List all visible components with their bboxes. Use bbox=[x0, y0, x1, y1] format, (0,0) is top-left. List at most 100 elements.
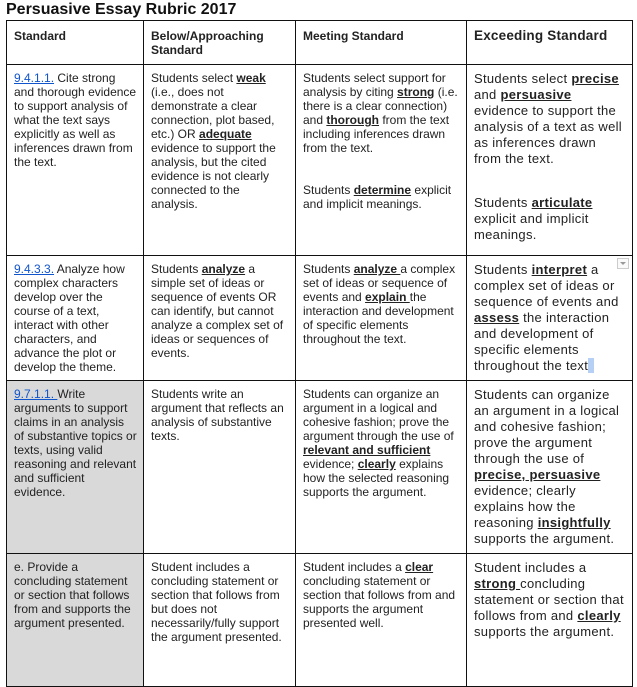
cell-paragraph: Students select weak (i.e., does not dem… bbox=[151, 71, 289, 211]
dropdown-arrow-icon[interactable] bbox=[617, 258, 629, 269]
emphasis-text: clearly bbox=[357, 457, 396, 471]
cell-text: and bbox=[474, 87, 501, 102]
emphasis-text: analyze bbox=[353, 262, 401, 276]
emphasis-text: articulate bbox=[531, 195, 593, 210]
cell-text: Analyze how complex characters develop o… bbox=[14, 262, 125, 374]
cell-paragraph: Student includes a concluding statement … bbox=[151, 560, 289, 644]
cell-standard[interactable]: 9.4.3.3. Analyze how complex characters … bbox=[6, 255, 144, 381]
header-row: Standard Below/Approaching Standard Meet… bbox=[6, 20, 633, 65]
cell-paragraph: Students can organize an argument in a l… bbox=[303, 387, 460, 499]
cell-text: Students bbox=[151, 262, 202, 276]
cell-text: a complex set of ideas or sequence of ev… bbox=[303, 262, 456, 304]
emphasis-text: precise bbox=[571, 71, 619, 86]
cell-text: Students select bbox=[151, 71, 237, 85]
cell-paragraph: Students analyze a complex set of ideas … bbox=[303, 262, 460, 346]
cell-text: the interaction and development of speci… bbox=[474, 310, 610, 373]
cell-text: Students bbox=[303, 262, 354, 276]
cell-text: e. Provide a concluding statement or sec… bbox=[14, 560, 131, 630]
header-below-approaching[interactable]: Below/Approaching Standard bbox=[143, 20, 296, 65]
cell-paragraph: Students select support for analysis by … bbox=[303, 71, 460, 155]
cell-exceeding[interactable]: Students can organize an argument in a l… bbox=[466, 380, 633, 554]
cell-text: (i.e., does not demonstrate a clear conn… bbox=[151, 85, 275, 141]
header-exceeding[interactable]: Exceeding Standard bbox=[466, 20, 633, 65]
cell-meeting[interactable]: Students select support for analysis by … bbox=[295, 64, 467, 256]
cell-text: (i.e. there is a clear connection) and bbox=[303, 85, 458, 127]
cell-exceeding[interactable]: Student includes a strong concluding sta… bbox=[466, 553, 633, 687]
cell-paragraph: e. Provide a concluding statement or sec… bbox=[14, 560, 137, 630]
cell-text: explicit and implicit meanings. bbox=[474, 211, 589, 242]
header-standard[interactable]: Standard bbox=[6, 20, 144, 65]
cell-text: evidence to support the analysis, but th… bbox=[151, 141, 276, 211]
cell-paragraph: Students articulate explicit and implici… bbox=[474, 195, 626, 243]
emphasis-text: strong bbox=[474, 576, 521, 591]
cell-below-approaching[interactable]: Student includes a concluding statement … bbox=[143, 553, 296, 687]
cell-text: Student includes a bbox=[303, 560, 406, 574]
emphasis-text: interpret bbox=[531, 262, 588, 277]
cell-text: Students select support for analysis by … bbox=[303, 71, 446, 99]
table-row: e. Provide a concluding statement or sec… bbox=[6, 553, 633, 687]
cell-text: concluding statement or section that fol… bbox=[303, 574, 456, 630]
cell-text: Students bbox=[303, 183, 354, 197]
cell-text: Students bbox=[474, 195, 532, 210]
cell-paragraph: 9.7.1.1. Write arguments to support clai… bbox=[14, 387, 137, 499]
emphasis-text: strong bbox=[397, 85, 435, 99]
emphasis-text: clearly bbox=[577, 608, 621, 623]
cell-paragraph: Student includes a strong concluding sta… bbox=[474, 560, 626, 640]
cell-text: concluding statement or section that fol… bbox=[474, 576, 624, 623]
cell-meeting[interactable]: Students analyze a complex set of ideas … bbox=[295, 255, 467, 381]
cell-text: explains how the selected reasoning supp… bbox=[303, 457, 450, 499]
cell-paragraph: 9.4.1.1. Cite strong and thorough eviden… bbox=[14, 71, 137, 169]
cell-text: Write arguments to support claims in an … bbox=[14, 387, 137, 499]
cell-text: a simple set of ideas or sequence of eve… bbox=[151, 262, 284, 360]
cell-paragraph: Students write an argument that reflects… bbox=[151, 387, 289, 443]
cell-text: Students write an argument that reflects… bbox=[151, 387, 284, 443]
cell-exceeding[interactable]: Students interpret a complex set of idea… bbox=[466, 255, 633, 381]
standard-link[interactable]: 9.4.3.3. bbox=[14, 262, 55, 276]
cell-paragraph: Student includes a clear concluding stat… bbox=[303, 560, 460, 630]
emphasis-text: clear bbox=[405, 560, 434, 574]
cell-below-approaching[interactable]: Students analyze a simple set of ideas o… bbox=[143, 255, 296, 381]
emphasis-text: determine bbox=[353, 183, 412, 197]
cell-text: Student includes a bbox=[474, 560, 587, 575]
cell-meeting[interactable]: Students can organize an argument in a l… bbox=[295, 380, 467, 554]
cell-text: Students can organize an argument in a l… bbox=[474, 387, 620, 466]
table-row: 9.7.1.1. Write arguments to support clai… bbox=[6, 380, 633, 554]
cell-standard[interactable]: 9.7.1.1. Write arguments to support clai… bbox=[6, 380, 144, 554]
emphasis-text: insightfully bbox=[537, 515, 611, 530]
cell-text: Students bbox=[474, 262, 532, 277]
cell-paragraph: Students determine explicit and implicit… bbox=[303, 183, 460, 211]
text-selection-highlight bbox=[588, 358, 595, 373]
emphasis-text: weak bbox=[236, 71, 266, 85]
cell-standard[interactable]: e. Provide a concluding statement or sec… bbox=[6, 553, 144, 687]
cell-text: evidence; clearly explains how the reaso… bbox=[474, 483, 576, 530]
standard-link[interactable]: 9.7.1.1. bbox=[14, 387, 58, 401]
table-row: 9.4.1.1. Cite strong and thorough eviden… bbox=[6, 64, 633, 256]
cell-text: supports the argument. bbox=[474, 531, 615, 546]
cell-text: explicit and implicit meanings. bbox=[303, 183, 452, 211]
cell-text: evidence; bbox=[303, 457, 358, 471]
cell-text: Cite strong and thorough evidence to sup… bbox=[14, 71, 137, 169]
cell-text: Students can organize an argument in a l… bbox=[303, 387, 454, 443]
cell-exceeding[interactable]: Students select precise and persuasive e… bbox=[466, 64, 633, 256]
cell-text: the interaction and development of speci… bbox=[303, 290, 454, 346]
cell-text: Students select bbox=[474, 71, 572, 86]
cell-paragraph: Students analyze a simple set of ideas o… bbox=[151, 262, 289, 360]
cell-text: Student includes a concluding statement … bbox=[151, 560, 282, 644]
cell-below-approaching[interactable]: Students write an argument that reflects… bbox=[143, 380, 296, 554]
cell-paragraph: Students can organize an argument in a l… bbox=[474, 387, 626, 547]
standard-link[interactable]: 9.4.1.1. bbox=[14, 71, 55, 85]
emphasis-text: explain bbox=[365, 290, 410, 304]
cell-standard[interactable]: 9.4.1.1. Cite strong and thorough eviden… bbox=[6, 64, 144, 256]
emphasis-text: thorough bbox=[326, 113, 380, 127]
cell-paragraph: Students select precise and persuasive e… bbox=[474, 71, 626, 167]
emphasis-text: persuasive bbox=[500, 87, 572, 102]
cell-text: a complex set of ideas or sequence of ev… bbox=[474, 262, 619, 309]
cell-below-approaching[interactable]: Students select weak (i.e., does not dem… bbox=[143, 64, 296, 256]
document-title: Persuasive Essay Rubric 2017 bbox=[6, 1, 237, 18]
header-meeting[interactable]: Meeting Standard bbox=[295, 20, 467, 65]
rubric-table: Standard Below/Approaching Standard Meet… bbox=[6, 20, 633, 687]
emphasis-text: precise, persuasive bbox=[474, 467, 601, 482]
cell-meeting[interactable]: Student includes a clear concluding stat… bbox=[295, 553, 467, 687]
cell-text: evidence to support the analysis of a te… bbox=[474, 103, 622, 166]
emphasis-text: adequate bbox=[199, 127, 252, 141]
